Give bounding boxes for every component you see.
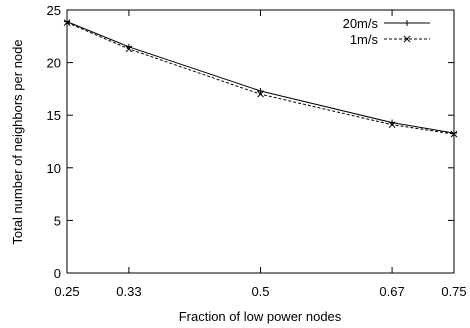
plot-frame (66, 9, 455, 274)
series-layer (63, 18, 458, 138)
axis-ticks (66, 9, 455, 274)
data-point (63, 19, 71, 26)
x-tick-label: 0.25 (54, 284, 79, 299)
x-tick-label: 0.75 (441, 284, 466, 299)
legend-label: 1m/s (350, 32, 379, 47)
axis-tick-labels: 0 5 10 15 20 25 0.25 0.33 0.5 0.67 0.75 (47, 3, 467, 299)
legend-label: 20m/s (343, 16, 379, 31)
data-point (125, 45, 133, 53)
series-1m/s (63, 19, 458, 138)
data-point (257, 90, 264, 98)
legend: 20m/s1m/s (343, 16, 430, 47)
y-tick-label: 15 (47, 108, 61, 123)
series-20m/s (64, 18, 457, 137)
y-tick-label: 0 (54, 266, 61, 281)
data-point (403, 35, 411, 43)
series-line (66, 21, 455, 134)
y-tick-label: 10 (47, 161, 61, 176)
x-tick-label: 0.67 (379, 284, 404, 299)
y-tick-label: 20 (47, 56, 61, 71)
x-tick-label: 0.5 (251, 284, 269, 299)
data-point (388, 121, 396, 129)
y-axis-label: Total number of neighbors per node (10, 39, 25, 244)
data-point (450, 130, 458, 138)
x-tick-label: 0.33 (116, 284, 141, 299)
x-axis-label: Fraction of low power nodes (179, 309, 342, 324)
y-tick-label: 5 (54, 213, 61, 228)
y-tick-label: 25 (47, 3, 61, 18)
